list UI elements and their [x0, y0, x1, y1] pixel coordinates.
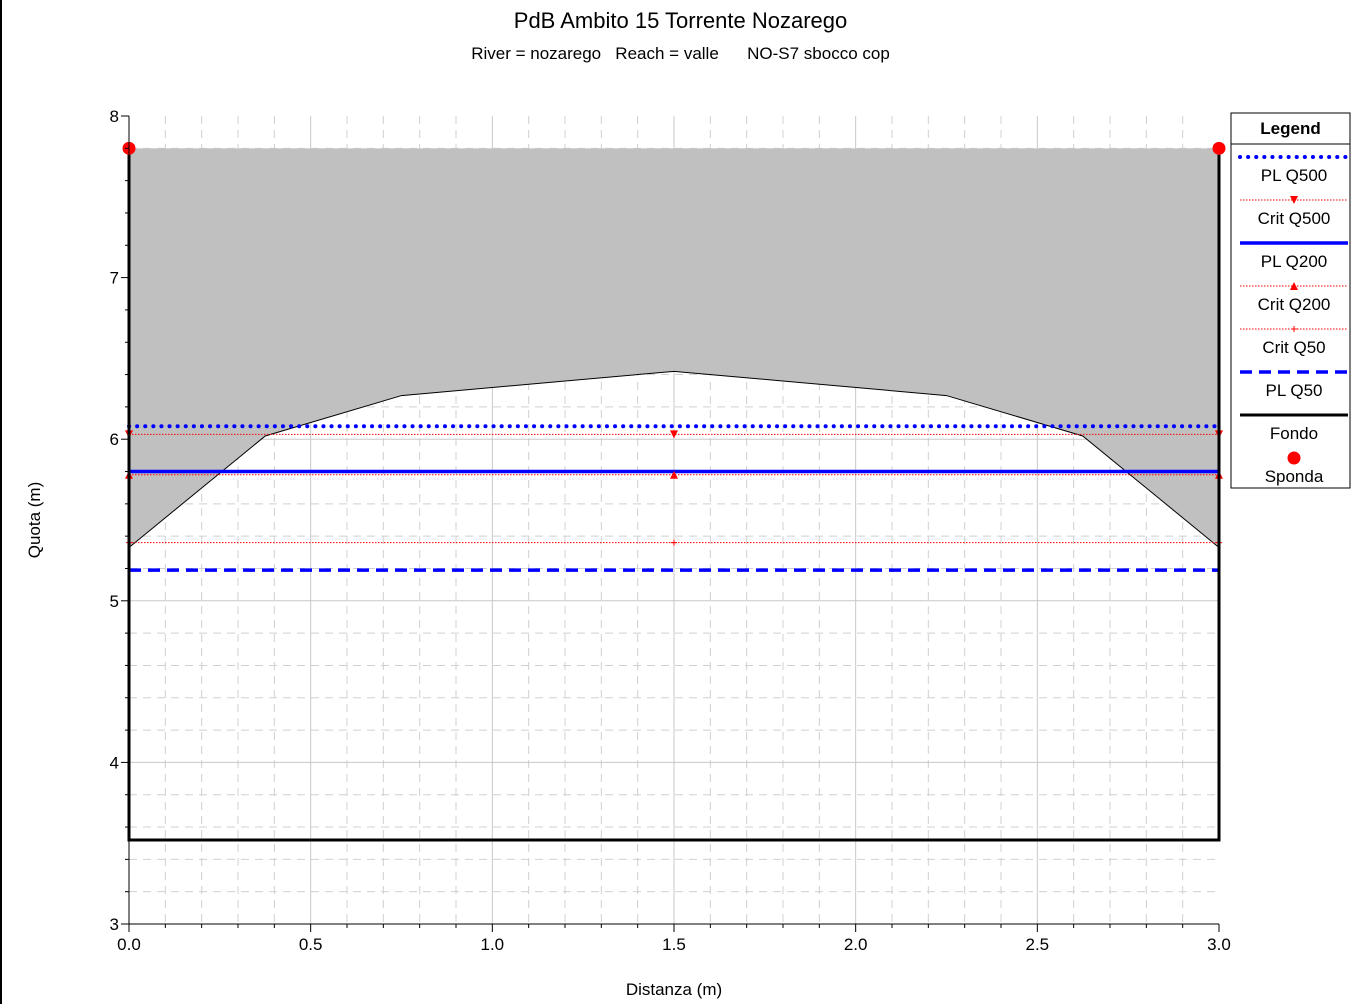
x-tick-label: 2.5 — [1026, 935, 1050, 954]
legend-item-crit-q50: Crit Q50 — [1240, 326, 1348, 357]
legend-item-fondo: Fondo — [1240, 413, 1348, 443]
legend-box — [1230, 112, 1351, 489]
legend-label: Crit Q50 — [1262, 338, 1325, 357]
x-axis-label: Distanza (m) — [625, 980, 723, 999]
chart-subtitle: River = nozarego Reach = valle NO-S7 sbo… — [471, 44, 890, 63]
y-tick-label: 7 — [110, 269, 119, 288]
chart-title: PdB Ambito 15 Torrente Nozarego — [513, 8, 848, 33]
legend-item-crit-q200: Crit Q200 — [1240, 282, 1348, 314]
legend-symbol-marker — [1287, 451, 1301, 465]
legend-label: Crit Q200 — [1258, 295, 1331, 314]
structure-deck — [129, 148, 1219, 548]
legend-label: Fondo — [1270, 424, 1318, 443]
legend-label: PL Q50 — [1265, 381, 1322, 400]
x-tick-label: 1.0 — [481, 935, 505, 954]
data-point-crit-q50 — [671, 539, 677, 546]
y-tick-label: 4 — [110, 753, 119, 772]
y-tick-label: 3 — [110, 915, 119, 934]
legend: Legend PL Q500 Crit Q500 PL Q200 Crit Q200 Cr… — [1230, 112, 1351, 489]
series-crit-q50 — [126, 539, 1222, 546]
legend-label: PL Q200 — [1261, 252, 1327, 271]
legend-item-sponda: Sponda — [1265, 451, 1324, 486]
legend-item-pl-q50: PL Q50 — [1240, 370, 1348, 400]
data-point-crit-q200 — [670, 470, 678, 479]
y-tick-label: 8 — [110, 107, 119, 126]
legend-label: PL Q500 — [1261, 166, 1327, 185]
x-tick-label: 1.5 — [662, 935, 686, 954]
x-tick-label: 3.0 — [1207, 935, 1231, 954]
legend-item-pl-q500: PL Q500 — [1238, 155, 1350, 185]
legend-symbol-marker — [1291, 326, 1297, 332]
y-tick-label: 5 — [110, 592, 119, 611]
x-tick-label: 2.0 — [844, 935, 868, 954]
legend-symbol-marker — [1290, 282, 1298, 290]
structure-fill — [128, 148, 1220, 548]
legend-item-pl-q200: PL Q200 — [1240, 241, 1348, 271]
legend-symbol-marker — [1290, 196, 1298, 204]
legend-title: Legend — [1260, 119, 1320, 138]
x-tick-label: 0.5 — [299, 935, 323, 954]
data-point-crit-q500 — [670, 430, 678, 439]
data-point-sponda — [1212, 141, 1226, 155]
legend-label: Sponda — [1265, 467, 1324, 486]
axes: 0.0 0.5 1.0 1.5 2.0 2.5 3.0 3 4 5 6 7 8 — [110, 107, 1231, 954]
structure-soffit-line — [128, 370, 1220, 548]
legend-label: Crit Q500 — [1258, 209, 1331, 228]
x-tick-label: 0.0 — [117, 935, 141, 954]
series-crit-q500 — [125, 430, 1223, 439]
legend-item-crit-q500: Crit Q500 — [1240, 196, 1348, 228]
y-tick-label: 6 — [110, 430, 119, 449]
